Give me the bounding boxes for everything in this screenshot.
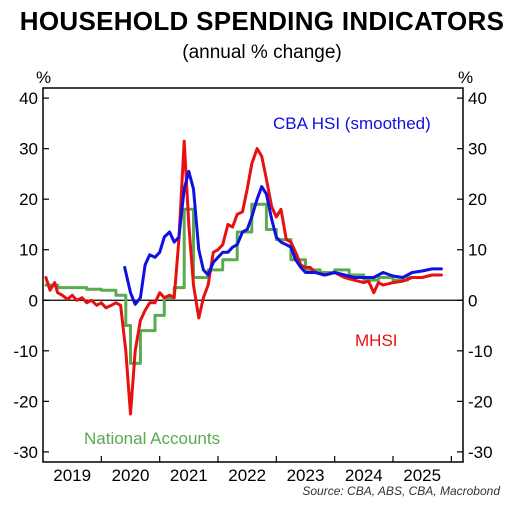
- y-tick-label-left: 40: [19, 89, 38, 108]
- y-tick-label-left: -20: [13, 392, 38, 411]
- series-line-mhsi: [44, 139, 443, 416]
- y-tick-label-left: 0: [29, 291, 38, 310]
- y-axis-right: 40 30 20 10 0 -10 -20 -30: [457, 89, 493, 462]
- y-tick-label-left: -10: [13, 342, 38, 361]
- y-axis-left: 40 30 20 10 0 -10 -20 -30: [13, 89, 49, 462]
- x-tick-label: 2019: [53, 466, 91, 485]
- source-note: Source: CBA, ABS, CBA, Macrobond: [302, 484, 500, 498]
- right-unit-label: %: [458, 68, 473, 87]
- x-tick-label: 2020: [112, 466, 150, 485]
- x-tick-label: 2024: [345, 466, 383, 485]
- y-tick-label-right: 30: [468, 140, 487, 159]
- y-tick-label-right: 0: [468, 291, 477, 310]
- y-tick-label-left: 10: [19, 241, 38, 260]
- y-tick-label-right: 40: [468, 89, 487, 108]
- series-line-cba-hsi: [123, 169, 443, 306]
- x-tick-label: 2023: [287, 466, 325, 485]
- y-tick-label-left: 20: [19, 190, 38, 209]
- x-tick-label: 2021: [170, 466, 208, 485]
- y-tick-label-right: 20: [468, 190, 487, 209]
- y-tick-label-left: 30: [19, 140, 38, 159]
- plot-frame: [42, 87, 464, 463]
- series-label-mhsi: MHSI: [355, 331, 398, 350]
- y-tick-label-right: -30: [468, 443, 493, 462]
- chart-title: HOUSEHOLD SPENDING INDICATORS: [19, 6, 505, 36]
- x-axis: 2019 2020 2021 2022 2023 2024 2025: [53, 456, 452, 485]
- left-unit-label: %: [36, 68, 51, 87]
- chart-subtitle: (annual % change): [182, 42, 342, 63]
- y-tick-label-right: -20: [468, 392, 493, 411]
- series-lines: [44, 139, 443, 416]
- x-tick-label: 2025: [403, 466, 441, 485]
- x-tick-label: 2022: [228, 466, 266, 485]
- y-tick-label-left: -30: [13, 443, 38, 462]
- series-line-national-accounts: [44, 202, 424, 365]
- y-tick-label-right: 10: [468, 241, 487, 260]
- series-label-national-accounts: National Accounts: [84, 429, 220, 448]
- y-tick-label-right: -10: [468, 342, 493, 361]
- series-label-cba-hsi: CBA HSI (smoothed): [273, 114, 431, 133]
